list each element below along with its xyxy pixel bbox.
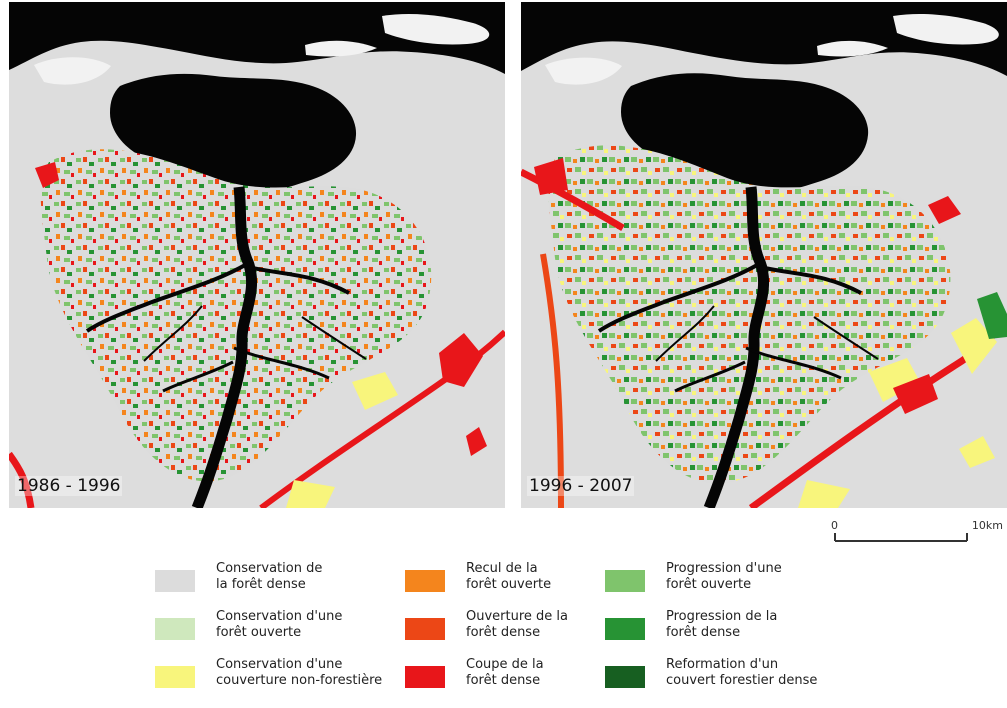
map-1986-1996-image — [9, 2, 505, 508]
map-1986-1996: 1986 - 1996 — [9, 2, 505, 508]
scale-end-label: 10km — [971, 519, 1003, 532]
scale-left-tick — [834, 533, 836, 541]
period-label-right: 1996 - 2007 — [527, 476, 635, 496]
legend-swatch-progression-foret-dense — [605, 618, 645, 640]
legend-swatch-ouverture-foret-dense — [405, 618, 445, 640]
legend-swatch-conservation-foret-dense — [155, 570, 195, 592]
legend-label-conservation-non-forestiere: Conservation d'une couverture non-forest… — [216, 657, 383, 688]
legend-swatch-conservation-foret-ouverte — [155, 618, 195, 640]
legend-label-conservation-foret-ouverte: Conservation d'une forêt ouverte — [216, 609, 343, 640]
legend-label-reformation-couvert-dense: Reformation d'un couvert forestier dense — [666, 657, 818, 688]
legend-label-progression-foret-ouverte: Progression d'une forêt ouverte — [666, 561, 782, 592]
legend-item-reformation-couvert-dense: Reformation d'un couvert forestier dense — [605, 657, 835, 699]
legend-label-conservation-foret-dense: Conservation de la forêt dense — [216, 561, 323, 592]
legend-swatch-conservation-non-forestiere — [155, 666, 195, 688]
legend-item-progression-foret-ouverte: Progression d'une forêt ouverte — [605, 561, 835, 603]
legend-swatch-reformation-couvert-dense — [605, 666, 645, 688]
legend-swatch-coupe-foret-dense — [405, 666, 445, 688]
legend-label-ouverture-foret-dense: Ouverture de la forêt dense — [466, 609, 568, 640]
legend-swatch-progression-foret-ouverte — [605, 570, 645, 592]
period-label-left: 1986 - 1996 — [15, 476, 123, 496]
map-1996-2007: 1996 - 2007 — [521, 2, 1007, 508]
legend-item-conservation-non-forestiere: Conservation d'une couverture non-forest… — [155, 657, 385, 699]
legend-label-coupe-foret-dense: Coupe de la forêt dense — [466, 657, 544, 688]
legend-label-recul-foret-ouverte: Recul de la forêt ouverte — [466, 561, 552, 592]
legend-item-ouverture-foret-dense: Ouverture de la forêt dense — [405, 609, 635, 651]
legend-label-progression-foret-dense: Progression de la forêt dense — [666, 609, 778, 640]
legend-item-progression-foret-dense: Progression de la forêt dense — [605, 609, 835, 651]
scale-bar: 0 10km — [823, 519, 1003, 549]
scale-start-label: 0 — [831, 519, 838, 532]
legend-item-conservation-foret-dense: Conservation de la forêt dense — [155, 561, 385, 603]
scale-line — [835, 540, 967, 542]
legend-swatch-recul-foret-ouverte — [405, 570, 445, 592]
scale-right-tick — [966, 533, 968, 541]
legend-item-conservation-foret-ouverte: Conservation d'une forêt ouverte — [155, 609, 385, 651]
map-1996-2007-image — [521, 2, 1007, 508]
map-legend: Conservation de la forêt dense Conservat… — [155, 561, 835, 701]
legend-item-coupe-foret-dense: Coupe de la forêt dense — [405, 657, 635, 699]
legend-item-recul-foret-ouverte: Recul de la forêt ouverte — [405, 561, 635, 603]
